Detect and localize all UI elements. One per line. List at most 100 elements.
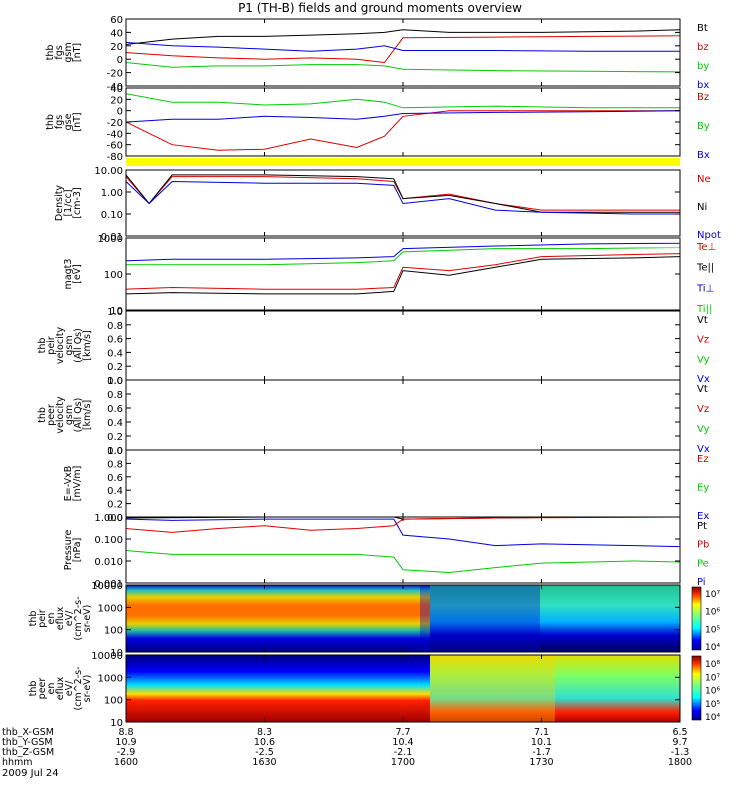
y-axis-label: en [46, 683, 57, 695]
xaxis-tick-value: 6.5 [672, 727, 687, 738]
y-axis-label: gsm [64, 405, 75, 425]
y-tick-label: 1000 [98, 673, 123, 684]
y-tick-label: 1000 [98, 603, 123, 614]
panel-frame [125, 379, 681, 451]
xaxis-tick-value: 1800 [668, 757, 692, 768]
series-line-ti-p4 [126, 247, 681, 266]
y-axis-label: eflux [55, 606, 66, 630]
y-tick-label: 10 [110, 648, 123, 659]
y-axis-label: [1/cc] [63, 189, 74, 216]
colorbar-tick-label: 10⁵ [705, 700, 720, 710]
y-tick-label: 10 [110, 306, 123, 317]
y-tick-label: 20 [110, 95, 123, 106]
xaxis-tick-value: 1730 [529, 757, 553, 768]
y-tick-label: 1.0 [107, 376, 123, 387]
y-axis-label: sr-eV) [82, 605, 93, 633]
date-label: 2009 Jul 24 [2, 768, 59, 779]
y-axis-label: (cm^2-s- [73, 667, 84, 711]
legend-ey: Ey [697, 483, 709, 494]
series-line-ni-p3 [125, 174, 680, 213]
legend-by: by [697, 61, 709, 72]
y-tick-label: 100 [104, 696, 123, 707]
legend-vx: Vx [697, 444, 710, 455]
y-tick-label: 0.8 [107, 321, 123, 332]
y-axis-label: thb [28, 681, 39, 697]
y-tick-label: 0.2 [107, 432, 123, 443]
y-tick-label: 0.8 [107, 390, 123, 401]
legend-vz: Vz [697, 335, 709, 346]
series-line-ti-p4 [125, 242, 681, 262]
y-tick-label: 0.2 [107, 362, 123, 373]
legend-pi: Pi [697, 577, 706, 588]
xaxis-tick-value: -2.9 [117, 747, 136, 758]
y-axis-label: thb [45, 114, 56, 130]
legend-ex: Ex [697, 511, 709, 522]
colorbar-tick-label: 10⁶ [705, 687, 720, 697]
y-tick-label: 10 [110, 718, 123, 729]
xaxis-tick-value: 10.9 [115, 737, 136, 748]
panel-3: 10.00 1.00 0.10 0.01 Density[1/cc][cm-3] Ne Ni… [54, 166, 721, 243]
legend-ez: Ez [697, 454, 709, 465]
y-tick-label: 0.8 [107, 459, 123, 470]
y-tick-label: -80 [107, 152, 123, 163]
series-line-bx-p1 [125, 41, 680, 52]
y-tick-label: 10000 [91, 651, 123, 662]
series-line-bz-p1 [125, 34, 681, 64]
y-tick-label: 0.4 [107, 486, 123, 497]
panel-frame [125, 449, 681, 518]
y-tick-label: 0 [117, 55, 123, 66]
y-axis-label: E=-VxB [63, 466, 74, 501]
xaxis-tick-value: 1700 [391, 757, 415, 768]
y-tick-label: 0.6 [107, 404, 123, 415]
y-tick-label: 1.000 [94, 513, 123, 524]
xaxis-tick-value: 10.6 [254, 737, 275, 748]
panel-6: 1.0 0.8 0.6 0.4 0.2 0.0 thbpeervelocitygsm(All… [37, 376, 710, 457]
y-axis-label: peir [37, 609, 48, 628]
y-axis-label: en [46, 613, 57, 625]
series-line-te-p4 [125, 256, 681, 295]
xaxis-tick-value: 8.8 [118, 727, 133, 738]
y-axis-label: Density [54, 185, 65, 221]
y-tick-label: 0.10 [101, 210, 123, 221]
xaxis-tick-value: 1600 [114, 757, 138, 768]
legend-bz: Bz [697, 92, 709, 103]
legend-te: Te⊥ [696, 242, 716, 253]
y-axis-label: eflux [55, 676, 66, 700]
legend-bz: bz [697, 42, 709, 53]
electron-colorbar [691, 655, 702, 721]
orbit-indicator-bar [126, 158, 680, 166]
y-axis-label: [km/s] [82, 400, 93, 430]
legend-pb: Pb [697, 540, 709, 551]
panel-frame [125, 310, 681, 381]
y-tick-label: 1.0 [107, 446, 123, 457]
y-axis-label: peir [46, 336, 57, 355]
y-axis-label: [nPa] [72, 538, 83, 563]
panel-9: 10000 1000 100 10 thbpeirenefluxeV/(cm^2-s-s… [28, 581, 720, 659]
colorbar-tick-label: 10⁴ [705, 643, 720, 653]
y-tick-label: 0.0 [107, 446, 123, 457]
y-axis-label: [cm-3] [72, 187, 83, 218]
xaxis-row-label: thb_Z-GSM [2, 747, 54, 758]
legend-te: Te|| [696, 263, 714, 274]
legend-ni: Ni [697, 202, 707, 213]
y-tick-label: 40 [110, 84, 123, 95]
xaxis-tick-value: 10.1 [531, 737, 552, 748]
panel-4: 1000 100 10 magt3[eV] Te⊥ Te|| Ti⊥ Ti|| [63, 234, 716, 317]
y-tick-label: 0.100 [94, 535, 123, 546]
y-axis-label: gse [63, 113, 74, 130]
xaxis-row-label: thb_X-GSM [2, 727, 54, 738]
legend-bt: Bt [697, 23, 708, 34]
y-tick-label: 0.010 [94, 557, 123, 568]
ion-colorbar [691, 586, 702, 651]
xaxis-tick-value: -1.7 [532, 747, 551, 758]
y-tick-label: 60 [110, 15, 123, 26]
xaxis-tick-value: -2.1 [394, 747, 413, 758]
series-line-bx-p2 [125, 110, 681, 123]
xaxis-tick-value: -1.3 [671, 747, 690, 758]
y-tick-label: 0.0 [107, 513, 123, 524]
y-tick-label: -40 [107, 129, 123, 140]
colorbar-tick-label: 10⁶ [705, 608, 720, 618]
